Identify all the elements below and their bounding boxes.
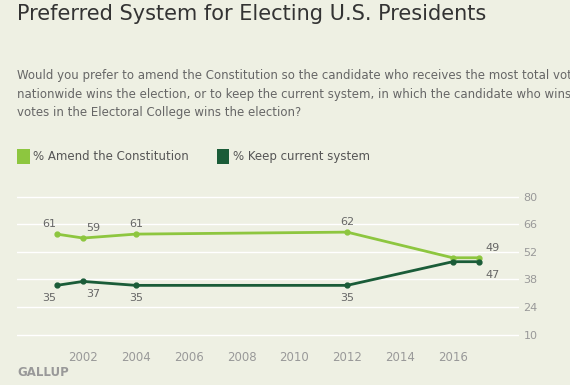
- Text: 35: 35: [340, 293, 354, 303]
- Text: 47: 47: [485, 270, 499, 280]
- Text: Preferred System for Electing U.S. Presidents: Preferred System for Electing U.S. Presi…: [17, 4, 486, 24]
- Text: 62: 62: [340, 217, 354, 227]
- Text: 35: 35: [42, 293, 56, 303]
- Text: 35: 35: [129, 293, 143, 303]
- Text: % Amend the Constitution: % Amend the Constitution: [33, 150, 189, 163]
- Text: 59: 59: [87, 223, 101, 233]
- Text: Would you prefer to amend the Constitution so the candidate who receives the mos: Would you prefer to amend the Constituti…: [17, 69, 570, 119]
- Text: 61: 61: [129, 219, 143, 229]
- Text: 49: 49: [485, 243, 499, 253]
- Text: GALLUP: GALLUP: [17, 366, 69, 379]
- Text: 37: 37: [87, 289, 101, 299]
- Text: 61: 61: [42, 219, 56, 229]
- Text: % Keep current system: % Keep current system: [233, 150, 369, 163]
